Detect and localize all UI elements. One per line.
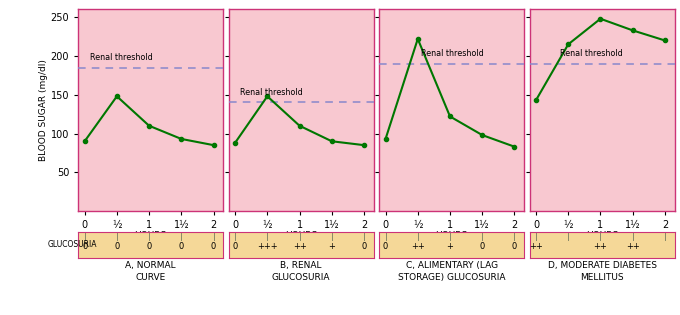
Text: 0: 0 [383, 242, 388, 251]
Text: 0: 0 [361, 242, 367, 251]
Text: 0: 0 [114, 242, 120, 251]
X-axis label: HOURS: HOURS [586, 232, 618, 240]
Text: 0: 0 [146, 242, 152, 251]
X-axis label: HOURS: HOURS [435, 232, 468, 240]
Text: 0: 0 [479, 242, 485, 251]
Text: GLUCOSURIA: GLUCOSURIA [48, 240, 97, 249]
Text: Renal threshold: Renal threshold [90, 53, 152, 62]
Text: 0: 0 [512, 242, 517, 251]
Text: ++: ++ [411, 242, 424, 251]
Text: Renal threshold: Renal threshold [240, 88, 303, 97]
Text: ++: ++ [626, 242, 640, 251]
Text: B, RENAL
GLUCOSURIA: B, RENAL GLUCOSURIA [272, 261, 330, 282]
Text: 0: 0 [211, 242, 216, 251]
X-axis label: HOURS: HOURS [135, 232, 167, 240]
Text: D, MODERATE DIABETES
MELLITUS: D, MODERATE DIABETES MELLITUS [547, 261, 657, 282]
Text: 0: 0 [233, 242, 238, 251]
Text: C, ALIMENTARY (LAG
STORAGE) GLUCOSURIA: C, ALIMENTARY (LAG STORAGE) GLUCOSURIA [398, 261, 505, 282]
Text: ++: ++ [529, 242, 543, 251]
X-axis label: HOURS: HOURS [285, 232, 318, 240]
Text: +: + [447, 242, 454, 251]
Text: A, NORMAL
CURVE: A, NORMAL CURVE [125, 261, 176, 282]
Text: +: + [328, 242, 335, 251]
Text: 0: 0 [179, 242, 184, 251]
Text: Renal threshold: Renal threshold [421, 49, 483, 58]
Text: ++: ++ [594, 242, 607, 251]
Y-axis label: BLOOD SUGAR (mg/dl): BLOOD SUGAR (mg/dl) [39, 59, 48, 161]
Text: ++: ++ [292, 242, 307, 251]
Text: 0: 0 [82, 242, 87, 251]
Text: Renal threshold: Renal threshold [560, 49, 624, 58]
Text: +++: +++ [257, 242, 277, 251]
